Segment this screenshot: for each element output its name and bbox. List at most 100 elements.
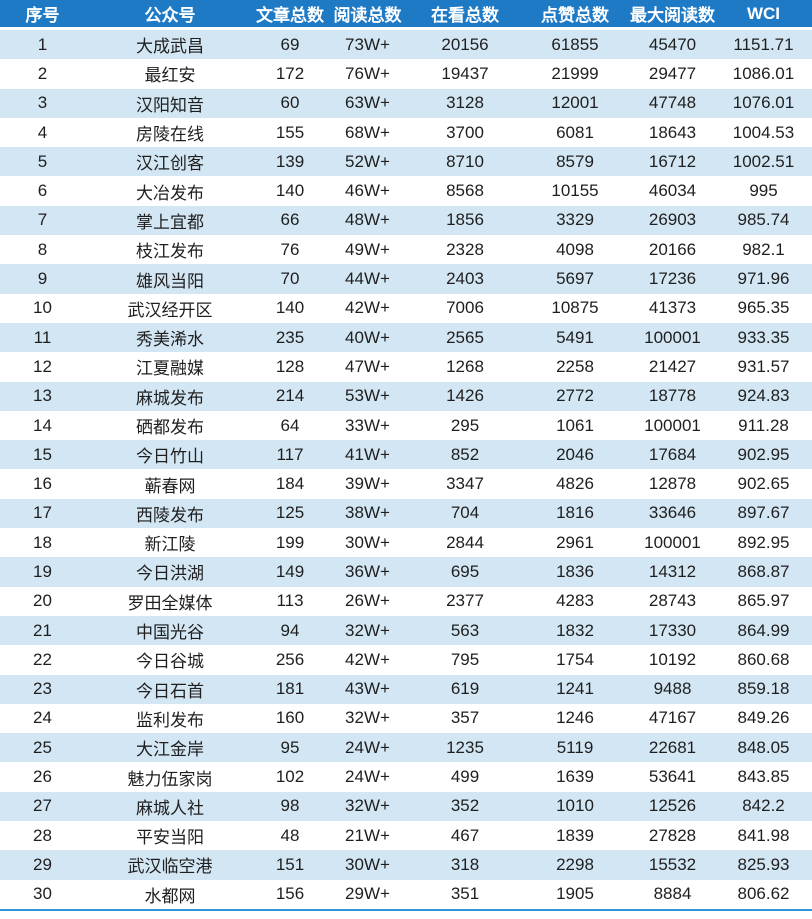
table-cell: 2 — [0, 59, 85, 89]
table-row: 11 秀美浠水 235 40W+ 2565 5491 100001 933.35 — [0, 322, 812, 353]
table-cell: 841.98 — [715, 821, 812, 851]
table-cell: 西陵发布 — [85, 498, 255, 529]
table-cell: 18778 — [630, 381, 715, 411]
table-cell: 5119 — [520, 733, 630, 763]
table-cell: 155 — [255, 117, 325, 148]
table-cell: 雄风当阳 — [85, 264, 255, 294]
table-row: 4 房陵在线 155 68W+ 3700 6081 18643 1004.53 — [0, 117, 812, 148]
table-row: 25 大江金岸 95 24W+ 1235 5119 22681 848.05 — [0, 733, 812, 763]
table-cell: 新江陵 — [85, 528, 255, 558]
table-cell: 3329 — [520, 205, 630, 236]
table-cell: 19 — [0, 557, 85, 587]
column-header-1: 序号 — [0, 0, 85, 30]
table-cell: 902.95 — [715, 440, 812, 470]
table-cell: 28 — [0, 821, 85, 851]
table-cell: 47W+ — [325, 352, 410, 382]
table-cell: 695 — [410, 557, 520, 587]
table-cell: 100001 — [630, 410, 715, 441]
table-cell: 100001 — [630, 322, 715, 353]
table-cell: 12878 — [630, 469, 715, 499]
table-cell: 枝江发布 — [85, 235, 255, 265]
table-cell: 24W+ — [325, 762, 410, 792]
table-cell: 12526 — [630, 791, 715, 822]
table-cell: 704 — [410, 498, 520, 529]
table-cell: 8568 — [410, 176, 520, 206]
table-row: 28 平安当阳 48 21W+ 467 1839 27828 841.98 — [0, 821, 812, 851]
table-row: 9 雄风当阳 70 44W+ 2403 5697 17236 971.96 — [0, 264, 812, 294]
table-cell: 汉江创客 — [85, 147, 255, 177]
table-cell: 352 — [410, 791, 520, 822]
table-cell: 102 — [255, 762, 325, 792]
table-cell: 46034 — [630, 176, 715, 206]
table-cell: 10 — [0, 293, 85, 323]
table-cell: 平安当阳 — [85, 821, 255, 851]
table-cell: 20166 — [630, 235, 715, 265]
table-cell: 36W+ — [325, 557, 410, 587]
table-cell: 911.28 — [715, 410, 812, 441]
table-cell: 1241 — [520, 674, 630, 704]
table-cell: 45470 — [630, 30, 715, 60]
table-cell: 2403 — [410, 264, 520, 294]
table-cell: 41373 — [630, 293, 715, 323]
table-cell: 43W+ — [325, 674, 410, 704]
table-cell: 16 — [0, 469, 85, 499]
table-cell: 44W+ — [325, 264, 410, 294]
table-cell: 902.65 — [715, 469, 812, 499]
table-cell: 3128 — [410, 88, 520, 118]
table-cell: 95 — [255, 733, 325, 763]
table-cell: 汉阳知音 — [85, 88, 255, 118]
table-cell: 罗田全媒体 — [85, 586, 255, 616]
table-cell: 武汉经开区 — [85, 293, 255, 323]
table-cell: 22 — [0, 645, 85, 675]
table-cell: 1816 — [520, 498, 630, 529]
table-cell: 1839 — [520, 821, 630, 851]
table-cell: 12 — [0, 352, 85, 382]
table-cell: 15 — [0, 440, 85, 470]
table-cell: 49W+ — [325, 235, 410, 265]
table-cell: 1426 — [410, 381, 520, 411]
table-cell: 硒都发布 — [85, 410, 255, 441]
table-cell: 27828 — [630, 821, 715, 851]
table-cell: 2844 — [410, 528, 520, 558]
table-cell: 2772 — [520, 381, 630, 411]
table-cell: 64 — [255, 410, 325, 441]
table-cell: 14 — [0, 410, 85, 441]
table-cell: 1246 — [520, 703, 630, 734]
table-cell: 8710 — [410, 147, 520, 177]
table-cell: 麻城人社 — [85, 791, 255, 822]
table-cell: 17236 — [630, 264, 715, 294]
table-cell: 3700 — [410, 117, 520, 148]
table-row: 19 今日洪湖 149 36W+ 695 1836 14312 868.87 — [0, 557, 812, 587]
table-row: 14 硒都发布 64 33W+ 295 1061 100001 911.28 — [0, 410, 812, 441]
table-cell: 139 — [255, 147, 325, 177]
table-cell: 98 — [255, 791, 325, 822]
table-cell: 982.1 — [715, 235, 812, 265]
table-cell: 21 — [0, 615, 85, 646]
table-cell: 武汉临空港 — [85, 850, 255, 880]
table-cell: 17684 — [630, 440, 715, 470]
table-cell: 965.35 — [715, 293, 812, 323]
table-cell: 中国光谷 — [85, 615, 255, 646]
table-cell: 15532 — [630, 850, 715, 880]
table-cell: 897.67 — [715, 498, 812, 529]
table-cell: 40W+ — [325, 322, 410, 353]
table-cell: 10192 — [630, 645, 715, 675]
table-cell: 32W+ — [325, 703, 410, 734]
column-header-7: 最大阅读数 — [630, 0, 715, 30]
table-cell: 184 — [255, 469, 325, 499]
table-row: 18 新江陵 199 30W+ 2844 2961 100001 892.95 — [0, 528, 812, 558]
table-cell: 房陵在线 — [85, 117, 255, 148]
table-cell: 52W+ — [325, 147, 410, 177]
table-cell: 10875 — [520, 293, 630, 323]
table-cell: 蕲春网 — [85, 469, 255, 499]
table-cell: 140 — [255, 293, 325, 323]
table-cell: 今日石首 — [85, 674, 255, 704]
table-cell: 42W+ — [325, 645, 410, 675]
table-cell: 73W+ — [325, 30, 410, 60]
table-cell: 32W+ — [325, 791, 410, 822]
table-cell: 2961 — [520, 528, 630, 558]
table-cell: 933.35 — [715, 322, 812, 353]
table-cell: 1754 — [520, 645, 630, 675]
